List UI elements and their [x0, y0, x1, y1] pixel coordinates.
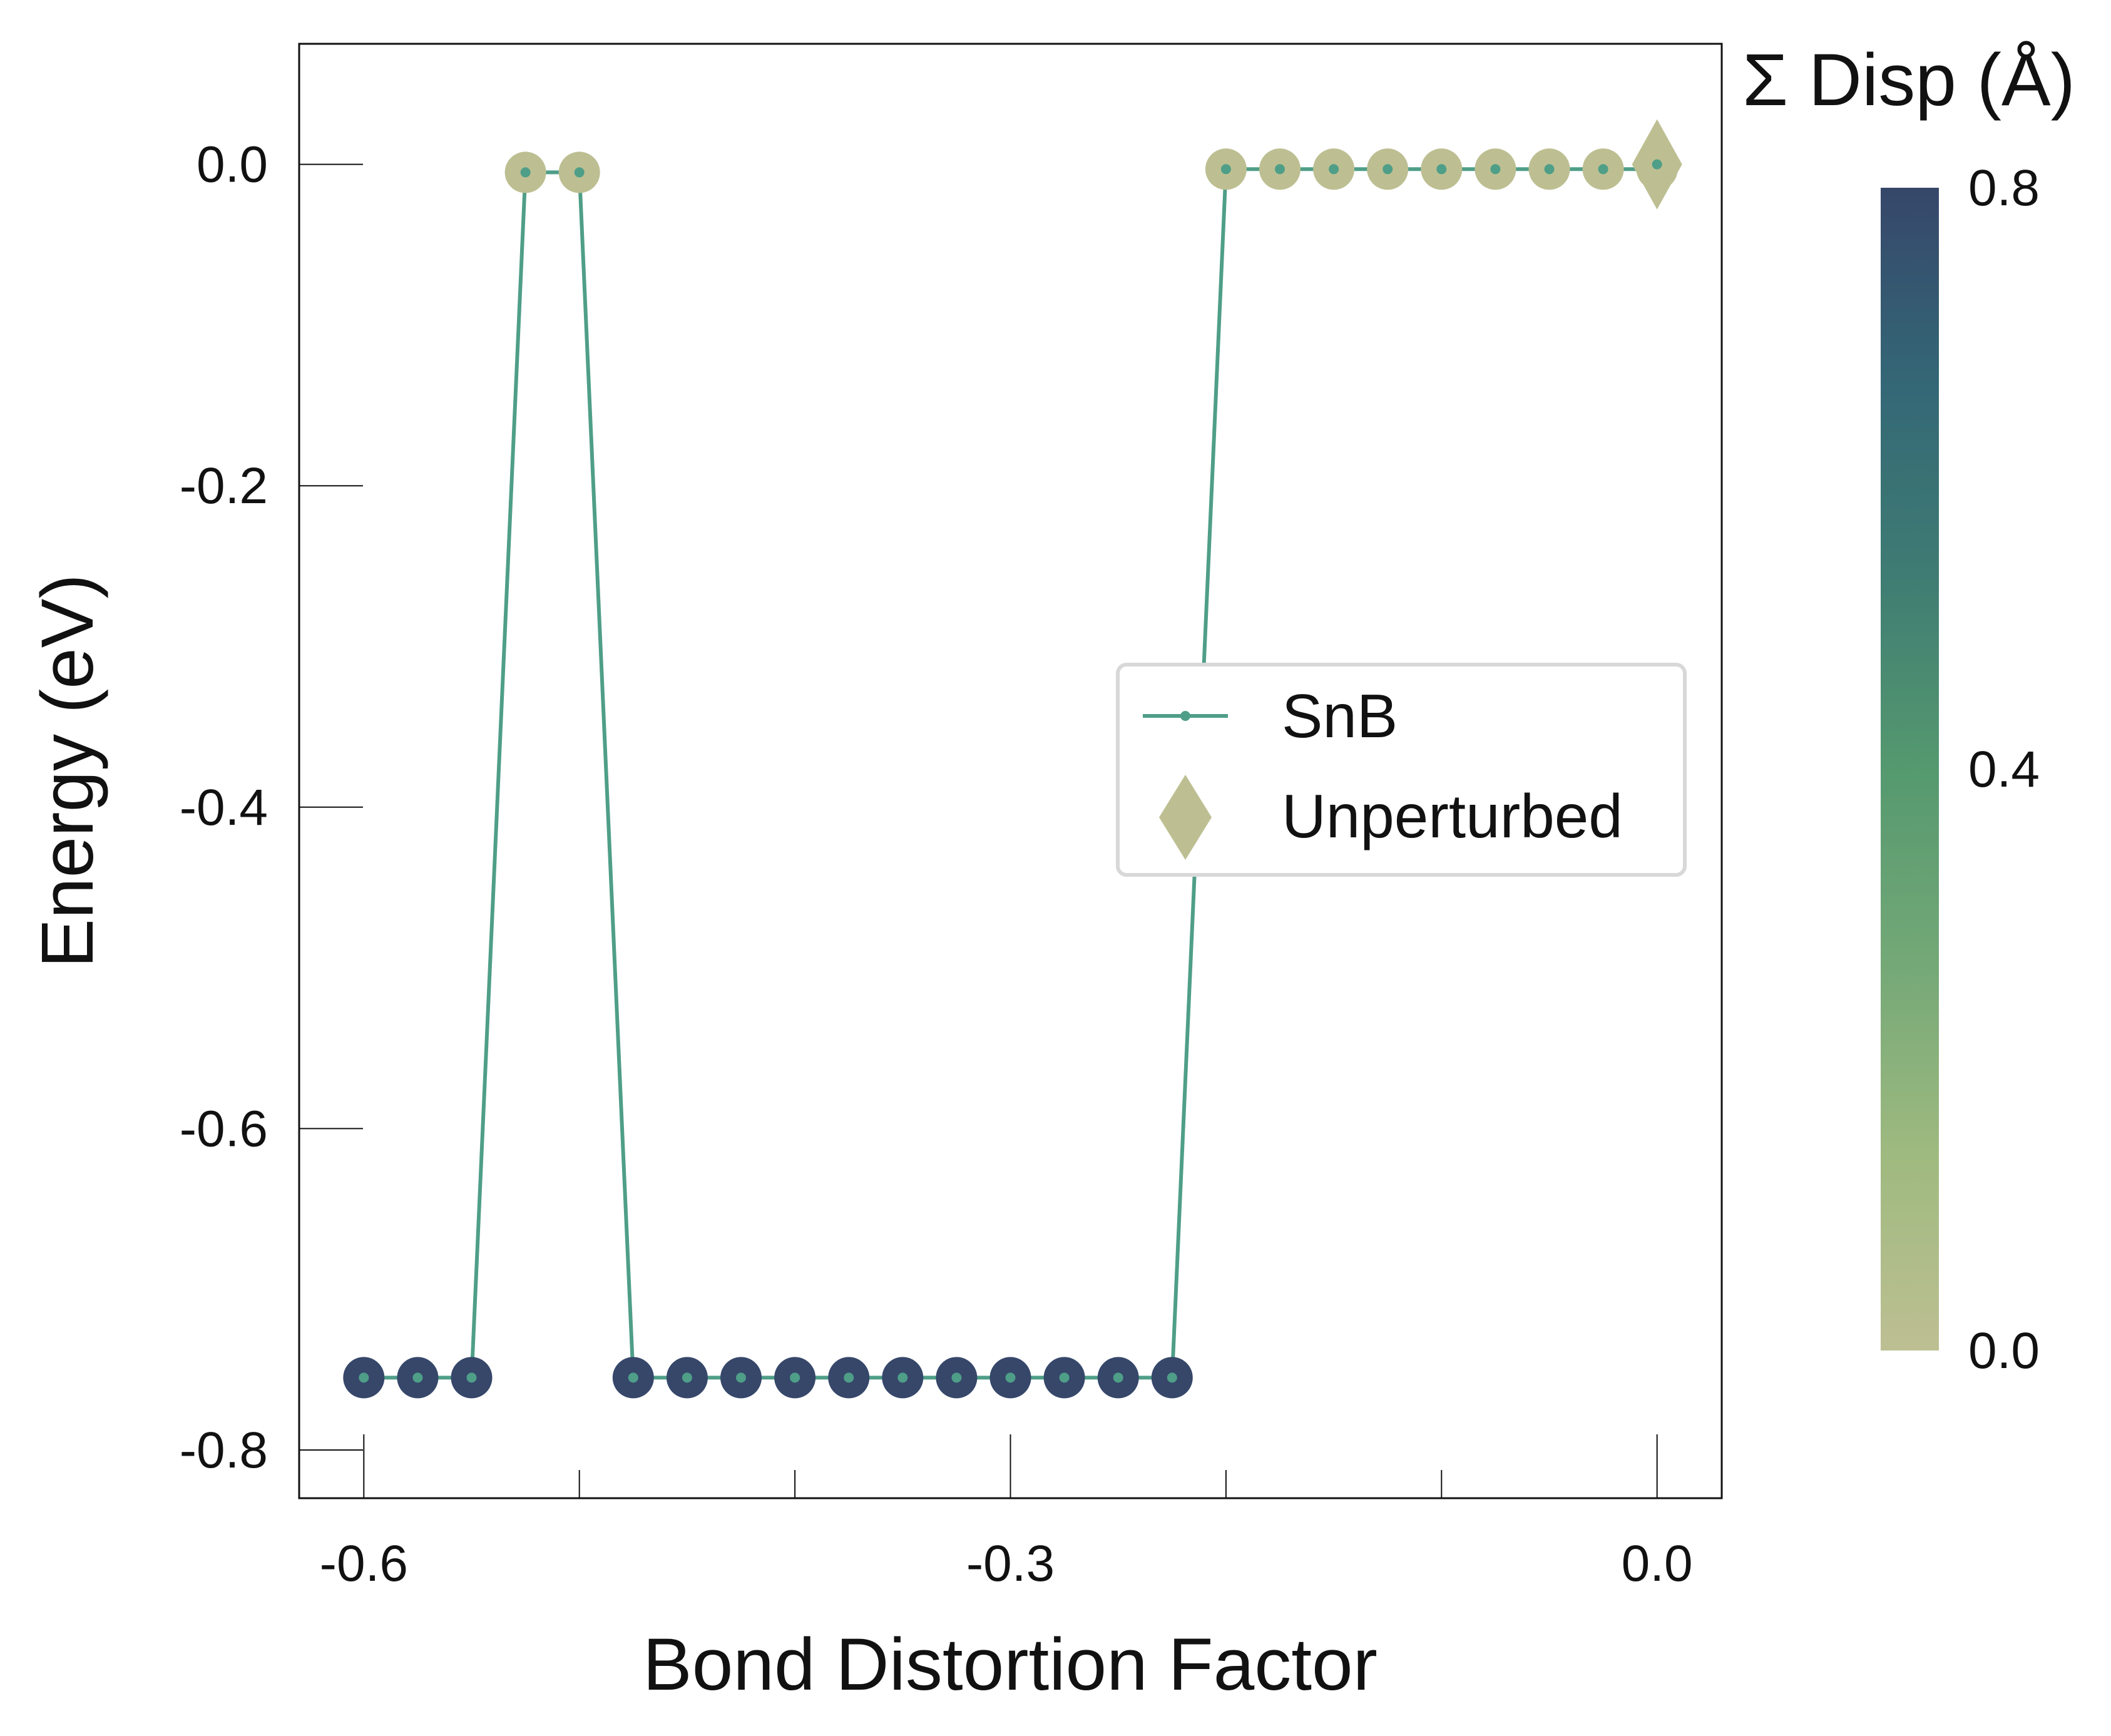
line-marker [1490, 164, 1501, 175]
line-marker [359, 1372, 369, 1383]
line-marker [574, 167, 585, 178]
data-markers [343, 119, 1682, 1399]
line-marker [1598, 164, 1608, 175]
line-marker [1059, 1372, 1070, 1383]
line-marker [844, 1372, 854, 1383]
line-marker [682, 1372, 692, 1383]
line-marker [1544, 164, 1555, 175]
legend-box [1116, 663, 1687, 877]
x-axis-label: Bond Distortion Factor [643, 1623, 1378, 1706]
x-tick-label: -0.6 [320, 1535, 408, 1592]
x-tick-label: -0.3 [966, 1535, 1055, 1592]
line-marker [466, 1372, 477, 1383]
colorbar-ticks: 0.0 0.4 0.8 [1968, 160, 2040, 1379]
line-marker [520, 167, 531, 178]
legend-label-unperturbed: Unperturbed [1282, 782, 1623, 850]
line-marker [1383, 164, 1393, 175]
y-axis-label: Energy (eV) [26, 574, 109, 968]
line-marker [790, 1372, 800, 1383]
plot-frame [298, 43, 1723, 1499]
line-marker [628, 1372, 638, 1383]
colorbar-title: Σ Disp (Å) [1742, 39, 2075, 121]
line-marker [1436, 164, 1447, 175]
line-marker [1167, 1372, 1177, 1383]
legend: SnB Unperturbed [1116, 663, 1687, 877]
legend-unperturbed-diamond-icon [1159, 775, 1212, 860]
line-marker [897, 1372, 908, 1383]
axis-ticks: 0.0 -0.2 -0.4 -0.6 -0.8 -0.6 -0.3 0.0 [180, 136, 1693, 1592]
line-marker [412, 1372, 423, 1383]
y-tick-label: -0.6 [180, 1100, 268, 1157]
x-tick-label: 0.0 [1622, 1535, 1693, 1592]
legend-snb-marker-icon [1180, 711, 1190, 721]
line-marker [1652, 159, 1662, 170]
line-marker [1220, 164, 1231, 175]
y-tick-label: -0.4 [180, 779, 268, 836]
colorbar-gradient [1881, 188, 1939, 1351]
line-marker [1274, 164, 1285, 175]
legend-label-snb: SnB [1282, 682, 1398, 750]
line-marker [736, 1372, 747, 1383]
y-tick-label: 0.0 [197, 136, 268, 193]
line-marker [1005, 1372, 1016, 1383]
colorbar: Σ Disp (Å) 0.0 0.4 0.8 [1742, 39, 2075, 1379]
colorbar-tick-label: 0.8 [1968, 160, 2040, 217]
line-marker [951, 1372, 962, 1383]
colorbar-tick-label: 0.0 [1968, 1322, 2040, 1379]
colorbar-tick-label: 0.4 [1968, 741, 2040, 798]
line-marker [1113, 1372, 1123, 1383]
line-marker [1329, 164, 1339, 175]
y-tick-label: -0.2 [180, 457, 268, 514]
y-tick-label: -0.8 [180, 1422, 268, 1479]
